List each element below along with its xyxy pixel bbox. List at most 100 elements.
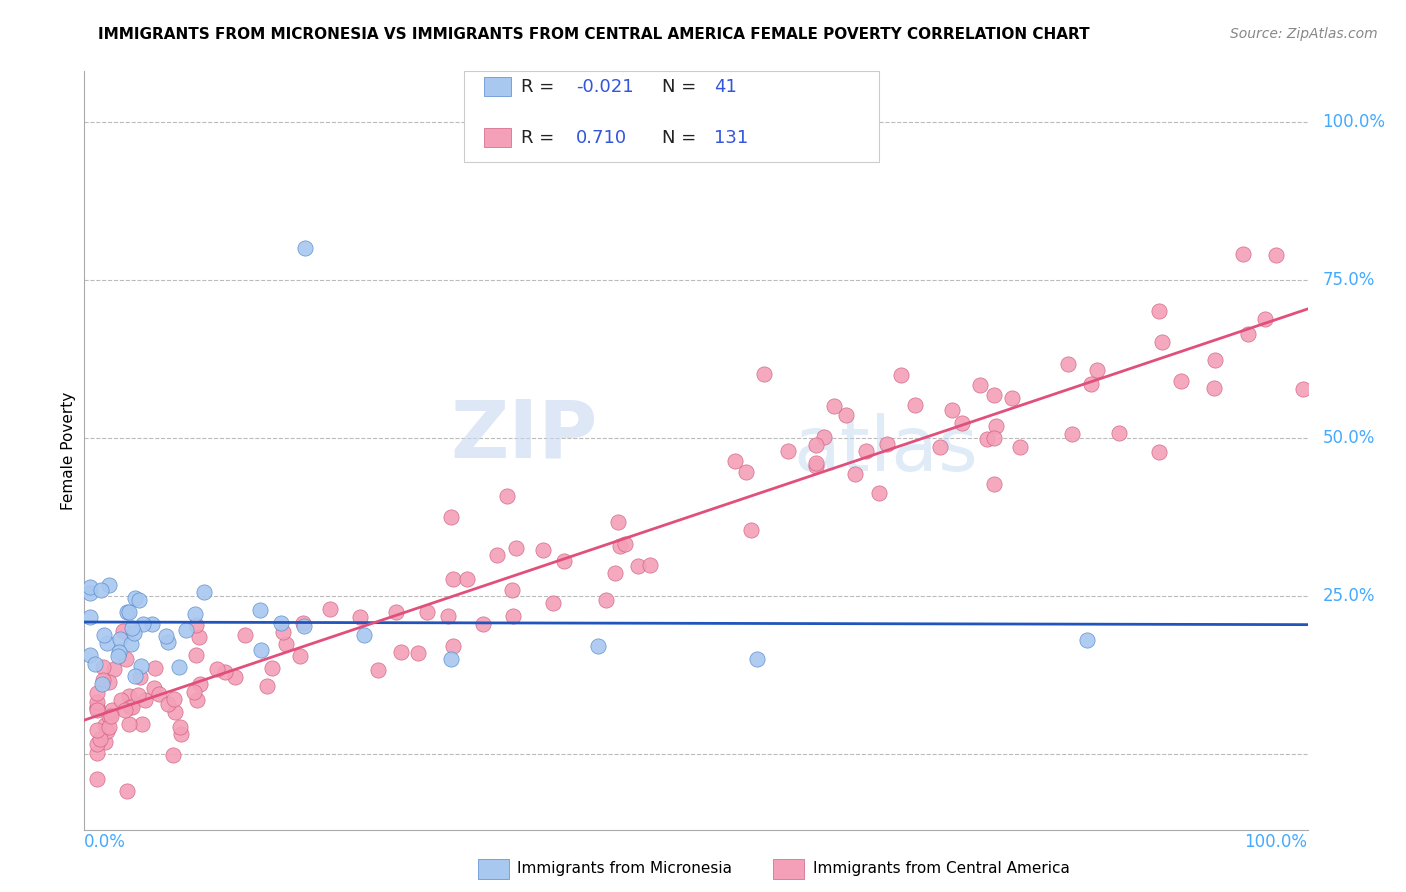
Text: 100.0%: 100.0%	[1244, 833, 1308, 851]
Point	[90, 583, 112, 598]
Text: Immigrants from Micronesia: Immigrants from Micronesia	[517, 862, 733, 876]
Text: N =: N =	[662, 78, 702, 96]
Point	[1149, 444, 1171, 458]
Point	[640, 558, 662, 573]
Point	[79, 648, 101, 662]
Point	[485, 548, 508, 562]
Point	[155, 629, 177, 643]
Point	[271, 624, 294, 639]
Point	[184, 607, 207, 621]
Point	[607, 515, 630, 529]
Point	[440, 509, 463, 524]
Point	[1010, 440, 1032, 454]
Point	[1147, 304, 1170, 318]
Point	[890, 368, 912, 383]
Text: 0.710: 0.710	[576, 128, 627, 146]
Point	[367, 663, 389, 677]
Point	[91, 676, 114, 690]
Point	[124, 591, 146, 605]
Text: Source: ZipAtlas.com: Source: ZipAtlas.com	[1230, 27, 1378, 41]
Point	[471, 617, 494, 632]
Point	[115, 652, 138, 666]
Point	[156, 634, 179, 648]
Point	[1150, 335, 1173, 350]
Text: -0.021: -0.021	[576, 78, 634, 96]
Point	[184, 648, 207, 663]
Point	[86, 699, 108, 714]
Point	[142, 681, 165, 695]
Text: ZIP: ZIP	[451, 396, 598, 475]
Point	[868, 486, 890, 500]
Point	[456, 572, 478, 586]
Point	[823, 399, 845, 413]
Point	[752, 367, 775, 381]
Point	[117, 605, 139, 619]
Point	[128, 593, 150, 607]
Point	[983, 476, 1005, 491]
Point	[1085, 363, 1108, 377]
Point	[876, 437, 898, 451]
Point	[224, 670, 246, 684]
Point	[1232, 247, 1254, 261]
Point	[96, 723, 118, 738]
Point	[108, 632, 131, 646]
Text: Immigrants from Central America: Immigrants from Central America	[813, 862, 1070, 876]
Point	[174, 623, 197, 637]
Point	[603, 566, 626, 580]
Point	[441, 639, 464, 653]
FancyBboxPatch shape	[484, 78, 512, 96]
Point	[291, 616, 314, 631]
Point	[855, 443, 877, 458]
Point	[724, 454, 747, 468]
Point	[94, 718, 117, 732]
Point	[118, 689, 141, 703]
Point	[184, 618, 207, 632]
Point	[1076, 633, 1098, 648]
Point	[91, 673, 114, 687]
Point	[416, 605, 439, 619]
Point	[115, 783, 138, 797]
Point	[79, 580, 101, 594]
Point	[929, 440, 952, 454]
Point	[609, 539, 631, 553]
Point	[270, 615, 292, 630]
Point	[98, 720, 121, 734]
Point	[98, 675, 121, 690]
Point	[103, 663, 125, 677]
Point	[385, 605, 408, 619]
Point	[294, 241, 316, 255]
Point	[148, 687, 170, 701]
Point	[79, 585, 101, 599]
Point	[169, 720, 191, 734]
Point	[141, 616, 163, 631]
Point	[96, 635, 118, 649]
Text: 25.0%: 25.0%	[1322, 587, 1375, 605]
Point	[505, 541, 527, 556]
Point	[100, 703, 122, 717]
Point	[437, 608, 460, 623]
Point	[904, 399, 927, 413]
Point	[586, 640, 609, 654]
Point	[804, 459, 827, 474]
Point	[1204, 381, 1226, 395]
Point	[776, 444, 799, 458]
Point	[132, 617, 155, 632]
Point	[129, 670, 152, 684]
Point	[740, 523, 762, 537]
Point	[406, 646, 429, 660]
Point	[120, 637, 142, 651]
Text: 131: 131	[714, 128, 748, 146]
Point	[207, 662, 229, 676]
Point	[950, 417, 973, 431]
Text: 50.0%: 50.0%	[1322, 429, 1375, 447]
Point	[127, 688, 149, 702]
Point	[131, 717, 153, 731]
Point	[976, 432, 998, 446]
Text: 100.0%: 100.0%	[1322, 113, 1385, 131]
Point	[1060, 426, 1083, 441]
Point	[122, 626, 145, 640]
Point	[389, 645, 412, 659]
Text: 0.0%: 0.0%	[84, 833, 127, 851]
Point	[319, 601, 342, 615]
Point	[969, 377, 991, 392]
